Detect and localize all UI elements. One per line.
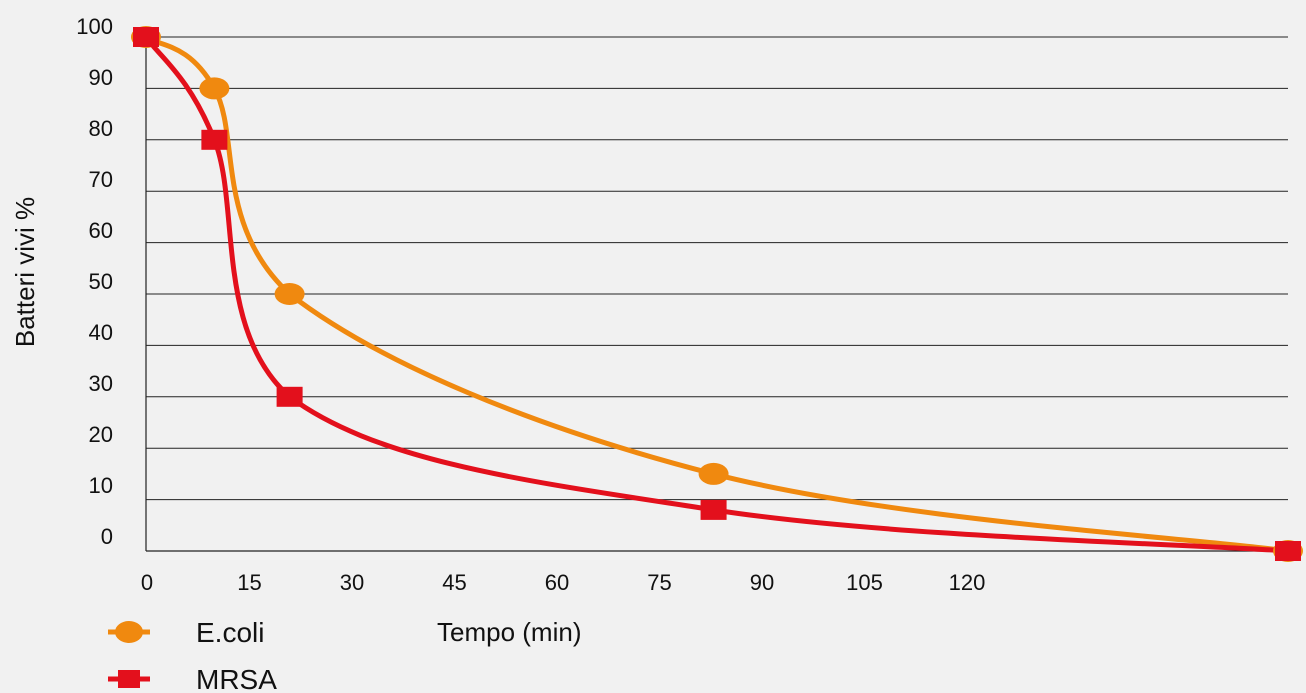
legend-item-mrsa: MRSA xyxy=(108,664,277,693)
legend-item-e-coli: E.coli xyxy=(108,617,264,648)
x-tick-label: 30 xyxy=(340,570,364,595)
series-markers xyxy=(131,26,1303,562)
x-tick-label: 105 xyxy=(846,570,883,595)
y-tick-label: 30 xyxy=(89,371,113,396)
x-axis-title: Tempo (min) xyxy=(437,617,581,647)
legend-marker-mrsa xyxy=(118,670,140,688)
x-tick-label: 90 xyxy=(750,570,774,595)
y-tick-label: 0 xyxy=(101,524,113,549)
y-tick-label: 80 xyxy=(89,116,113,141)
data-point-mrsa xyxy=(700,499,727,520)
data-point-mrsa xyxy=(1275,541,1301,561)
x-tick-label: 120 xyxy=(949,570,986,595)
data-point-e-coli xyxy=(274,283,305,305)
data-point-e-coli xyxy=(698,462,729,485)
y-tick-label: 90 xyxy=(89,65,113,90)
data-point-mrsa xyxy=(201,129,228,150)
data-point-e-coli xyxy=(199,77,230,100)
grid-lines xyxy=(146,36,1288,501)
y-tick-label: 50 xyxy=(89,269,113,294)
data-point-mrsa xyxy=(276,386,303,407)
legend-label-e-coli: E.coli xyxy=(196,617,264,648)
y-tick-label: 20 xyxy=(89,422,113,447)
x-tick-label: 75 xyxy=(647,570,671,595)
y-tick-label: 100 xyxy=(76,14,113,39)
y-axis-title: Batteri vivi % xyxy=(10,197,40,347)
legend-label-mrsa: MRSA xyxy=(196,664,277,693)
y-tick-label: 40 xyxy=(89,320,113,345)
y-tick-label: 70 xyxy=(89,167,113,192)
x-tick-label: 0 xyxy=(141,570,153,595)
x-tick-label: 60 xyxy=(545,570,569,595)
legend: E.coli MRSA xyxy=(108,617,277,693)
x-tick-label: 45 xyxy=(442,570,466,595)
y-tick-label: 10 xyxy=(89,473,113,498)
y-tick-label: 60 xyxy=(89,218,113,243)
y-tick-labels: 0 10 20 30 40 50 60 70 80 90 100 xyxy=(76,14,113,549)
x-tick-labels: 0 15 30 45 60 75 90 105 120 xyxy=(141,570,985,595)
x-tick-label: 15 xyxy=(237,570,261,595)
data-point-mrsa xyxy=(133,27,159,47)
legend-marker-e-coli xyxy=(115,621,143,643)
